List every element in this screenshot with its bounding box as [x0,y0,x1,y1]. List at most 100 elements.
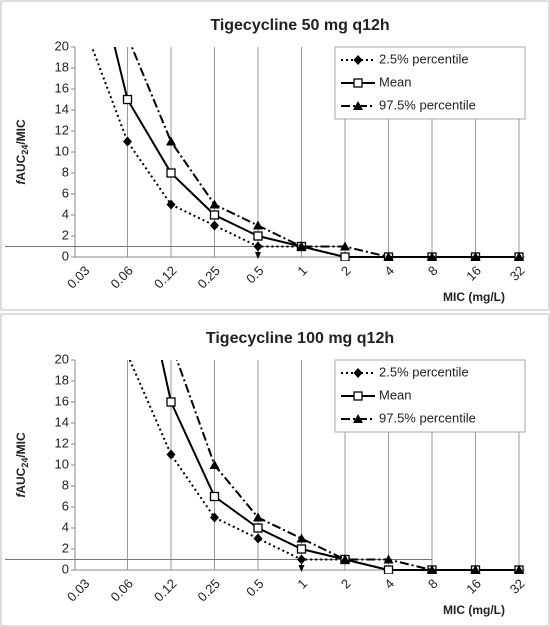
marker [383,565,394,574]
y-axis-label: fAUC24/MIC [14,119,30,185]
x-tick-label: 0.06 [108,263,137,292]
x-tick-label: 8 [425,576,441,592]
marker [209,491,220,502]
y-tick-label: 10 [55,143,69,158]
legend-label: 97.5% percentile [379,97,476,112]
legend-label: 97.5% percentile [379,410,476,425]
marker [253,523,263,533]
y-tick-label: 20 [55,351,69,366]
marker [210,512,219,523]
y-tick-label: 20 [55,38,69,53]
marker [427,252,437,261]
x-tick-label: 0.25 [195,576,224,605]
x-tick-label: 8 [425,263,441,279]
marker [166,338,176,347]
legend-label: Mean [379,74,412,89]
y-tick-label: 18 [55,372,69,387]
marker [166,168,176,178]
marker [80,145,89,155]
marker [353,391,363,401]
marker [340,252,350,261]
x-tick-label: 2 [338,576,354,592]
y-tick-label: 2 [62,227,69,242]
marker [253,241,263,252]
marker [514,252,524,261]
y-axis-label: fAUC24/MIC [14,432,30,498]
x-tick-label: 0.5 [243,576,266,599]
chart-title: Tigecycline 100 mg q12h [206,330,394,347]
y-tick-label: 8 [62,477,69,492]
marker [209,210,220,220]
y-axis-label-part: f [14,180,28,185]
legend-label: 2.5% percentile [379,364,469,379]
y-tick-label: 12 [55,435,69,450]
y-axis-label-part: AUC [14,467,28,493]
panel-frame [0,313,550,627]
x-tick-label: 0.25 [195,263,224,292]
y-tick-label: 14 [55,414,69,429]
plot-area [90,32,524,261]
marker [209,199,220,209]
marker [296,533,307,543]
x-tick-label: 0.12 [151,263,180,292]
y-tick-label: 16 [55,80,69,95]
legend-label: 2.5% percentile [379,51,469,66]
chart-title: Tigecycline 50 mg q12h [210,17,389,34]
x-tick-label: 4 [381,263,397,279]
x-tick-label: 0.06 [108,576,137,605]
marker [253,231,263,241]
x-tick-label: 0.03 [64,576,93,605]
x-tick-label: 32 [507,263,528,284]
y-axis-label-part: f [14,493,28,498]
marker [353,55,363,65]
marker [383,554,394,564]
y-tick-label: 2 [62,540,69,555]
y-tick-label: 0 [62,561,69,576]
marker [383,252,394,261]
y-tick-label: 4 [62,206,69,221]
marker [166,397,176,407]
legend-label: Mean [379,387,412,402]
x-axis-label: MIC (mg/L) [443,290,505,304]
y-tick-label: 10 [55,456,69,471]
marker [470,565,481,574]
marker [296,544,307,554]
marker [123,136,132,147]
marker [166,136,176,146]
marker [210,220,219,231]
y-tick-label: 4 [62,519,69,534]
marker [166,449,176,460]
x-tick-label: 2 [338,263,354,279]
y-tick-label: 8 [62,164,69,179]
y-axis-label-part: AUC [14,154,28,180]
x-tick-label: 16 [463,576,484,597]
marker [166,199,176,210]
marker [340,241,350,251]
y-tick-label: 18 [55,59,69,74]
y-axis-label-part: /MIC [14,119,28,145]
x-tick-label: 0.5 [243,263,266,286]
y-tick-label: 6 [62,498,69,513]
x-tick-label: 0.03 [64,263,93,292]
marker [470,252,481,261]
marker [296,241,307,251]
y-tick-label: 0 [62,248,69,263]
breakpoint-arrowhead [298,565,305,572]
series-line [175,360,519,571]
marker [253,220,263,230]
marker [353,368,363,378]
x-tick-label: 32 [507,576,528,597]
breakpoint-arrowhead [255,252,261,259]
marker [123,32,133,41]
y-axis-label-part: /MIC [14,432,28,458]
marker [253,512,263,522]
y-tick-label: 14 [55,101,69,116]
y-tick-label: 6 [62,185,69,200]
x-tick-label: 1 [294,263,310,279]
y-tick-label: 12 [55,122,69,137]
marker [209,460,220,469]
panel-frame [0,0,550,311]
marker [353,78,363,88]
marker [427,565,437,574]
x-axis-label: MIC (mg/L) [443,603,505,617]
